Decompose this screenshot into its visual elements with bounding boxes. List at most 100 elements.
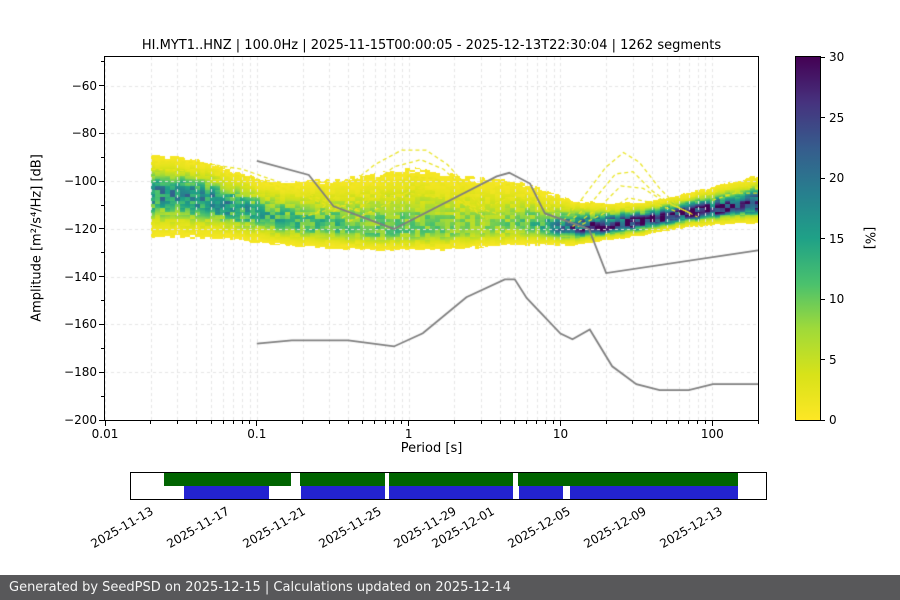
x-minor-tick-mark: [651, 421, 653, 424]
x-minor-tick-mark: [347, 421, 349, 424]
coverage-timeline: [130, 472, 767, 500]
x-tick-label: 0.01: [91, 427, 119, 441]
y-tick-mark: [99, 371, 104, 373]
y-minor-tick-mark: [101, 300, 104, 302]
y-tick-label: −200: [64, 413, 97, 427]
x-minor-tick-mark: [499, 421, 501, 424]
x-minor-tick-mark: [757, 421, 759, 424]
colorbar-label: [%]: [861, 226, 877, 250]
y-tick-label: −160: [64, 317, 97, 332]
colorbar-tick-mark: [821, 359, 825, 360]
x-tick-label: 100: [700, 427, 724, 441]
y-tick-mark: [99, 228, 104, 230]
x-tick-mark: [711, 421, 713, 426]
colorbar-gradient: [795, 56, 821, 421]
x-tick-label: 1: [404, 427, 413, 441]
x-minor-tick-mark: [480, 421, 482, 424]
timeline-green-segment: [517, 473, 739, 486]
ppsd-heatmap-canvas: [105, 57, 758, 420]
colorbar-tick-mark: [821, 298, 825, 300]
x-tick-mark: [104, 421, 106, 426]
timeline-date-text: 2025-12-05: [505, 504, 574, 551]
timeline-blue-segment: [518, 486, 563, 499]
x-minor-tick-mark: [632, 421, 634, 424]
x-minor-tick-mark: [401, 421, 403, 424]
x-minor-tick-mark: [150, 421, 152, 424]
x-minor-tick-mark: [704, 421, 706, 424]
x-minor-tick-mark: [545, 421, 547, 424]
timeline-blue-segment: [183, 486, 269, 499]
y-tick-label: −60: [71, 78, 97, 93]
y-minor-tick-mark: [101, 204, 104, 206]
y-tick-label: −140: [64, 269, 97, 284]
timeline-date-text: 2025-12-09: [581, 504, 649, 551]
x-tick-mark: [256, 421, 258, 426]
timeline-date-text: 2025-11-13: [88, 504, 157, 551]
x-minor-tick-mark: [514, 421, 516, 424]
x-minor-tick-mark: [453, 421, 455, 424]
colorbar-tick-label: 0: [829, 413, 837, 427]
x-minor-tick-mark: [362, 421, 364, 424]
x-minor-tick-mark: [553, 421, 555, 424]
colorbar-tick-label: 20: [829, 171, 845, 185]
x-minor-tick-mark: [328, 421, 330, 424]
timeline-green-segment: [299, 473, 385, 486]
timeline-blue-segment: [570, 486, 739, 499]
x-tick-label: 0.1: [247, 427, 267, 441]
colorbar-tick-mark: [821, 238, 825, 239]
colorbar-tick-label: 30: [829, 50, 845, 64]
y-minor-tick-mark: [101, 252, 104, 254]
timeline-date-text: 2025-12-13: [656, 504, 725, 551]
x-minor-tick-mark: [241, 421, 243, 424]
x-tick-mark: [559, 421, 561, 426]
x-minor-tick-mark: [526, 421, 528, 424]
x-minor-tick-mark: [195, 421, 197, 424]
y-tick-label: −120: [64, 221, 97, 236]
y-tick-mark: [99, 132, 104, 134]
plot-title: HI.MYT1..HNZ | 100.0Hz | 2025-11-15T00:0…: [141, 38, 722, 53]
y-tick-mark: [99, 180, 104, 182]
x-minor-tick-mark: [393, 421, 395, 424]
colorbar-tick-mark: [821, 56, 825, 58]
colorbar-tick-label: 10: [829, 292, 845, 306]
x-minor-tick-mark: [666, 421, 668, 424]
x-minor-tick-mark: [384, 421, 386, 424]
x-minor-tick-mark: [374, 421, 376, 424]
timeline-green-segment: [164, 473, 292, 486]
x-minor-tick-mark: [249, 421, 251, 424]
x-minor-tick-mark: [536, 421, 538, 424]
x-minor-tick-mark: [697, 421, 699, 424]
y-minor-tick-mark: [101, 156, 104, 158]
x-minor-tick-mark: [678, 421, 680, 424]
colorbar-tick-label: 15: [829, 231, 845, 246]
x-tick-mark: [408, 421, 410, 426]
colorbar-tick-label: 25: [829, 110, 845, 125]
y-tick-label: −80: [71, 126, 97, 141]
x-minor-tick-mark: [688, 421, 690, 424]
colorbar-tick-mark: [821, 419, 825, 421]
y-minor-tick-mark: [101, 109, 104, 111]
y-minor-tick-mark: [101, 61, 104, 63]
timeline-blue-segment: [388, 486, 514, 499]
y-tick-mark: [99, 85, 104, 87]
timeline-date-text: 2025-11-25: [315, 504, 384, 551]
footer-bar: Generated by SeedPSD on 2025-12-15 | Cal…: [0, 575, 900, 600]
y-tick-mark: [99, 419, 104, 421]
ppsd-plot-box: [104, 56, 759, 421]
y-tick-mark: [99, 323, 104, 325]
x-minor-tick-mark: [232, 421, 234, 424]
y-tick-label: −180: [64, 365, 97, 380]
x-axis-label: Period [s]: [400, 441, 463, 456]
y-minor-tick-mark: [101, 395, 104, 397]
colorbar-tick-mark: [821, 177, 825, 179]
timeline-date-text: 2025-11-17: [164, 504, 232, 551]
x-minor-tick-mark: [222, 421, 224, 424]
timeline-date-text: 2025-11-21: [240, 504, 308, 551]
colorbar-tick-label: 5: [829, 352, 837, 367]
x-minor-tick-mark: [302, 421, 304, 424]
timeline-green-segment: [388, 473, 514, 486]
y-minor-tick-mark: [101, 347, 104, 349]
x-minor-tick-mark: [210, 421, 212, 424]
x-tick-label: 10: [552, 427, 569, 441]
